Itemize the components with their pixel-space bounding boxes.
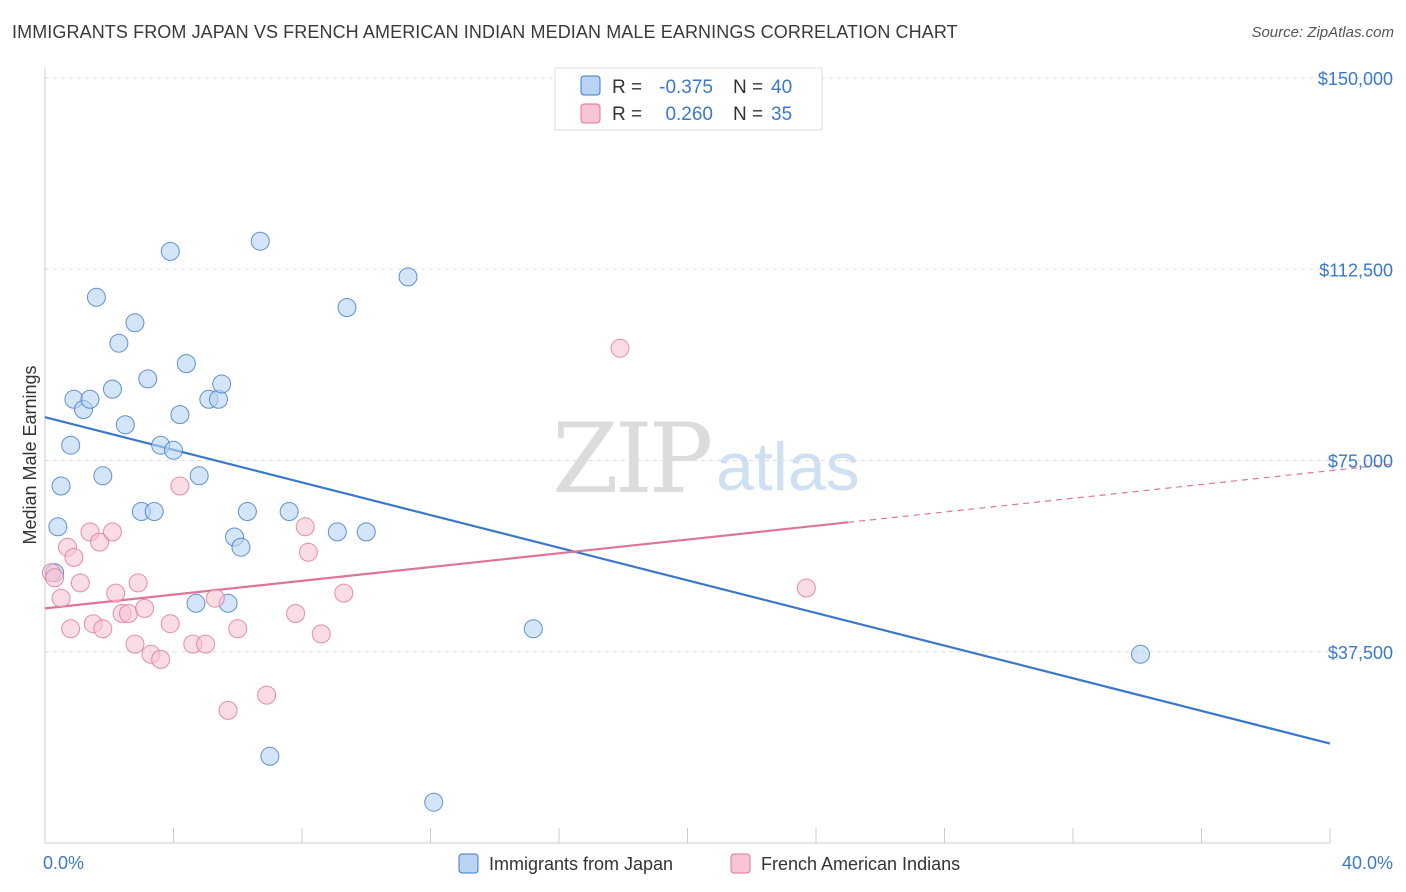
data-point-french-american-indians [796, 578, 816, 598]
y-tick-label: $112,500 [1319, 260, 1393, 280]
data-point-japan [337, 298, 357, 317]
data-point-japan [356, 522, 376, 542]
y-tick-label: $150,000 [1318, 69, 1393, 89]
data-point-french-american-indians [311, 624, 331, 644]
data-point-french-american-indians [102, 522, 122, 542]
series-legend-swatch-japan [458, 853, 479, 874]
data-point-japan [176, 354, 196, 374]
data-point-japan [398, 267, 418, 287]
legend-swatch-french-american-indians [580, 103, 601, 124]
legend-r-value-1: -0.375 [659, 77, 713, 98]
data-point-french-american-indians [228, 619, 248, 639]
series-legend: Immigrants from Japan French American In… [458, 853, 960, 874]
data-point-french-american-indians [196, 634, 216, 654]
data-point-french-american-indians [295, 517, 315, 537]
data-point-japan [260, 746, 280, 766]
data-point-japan [86, 287, 106, 307]
data-point-japan [109, 333, 129, 353]
data-point-french-american-indians [218, 700, 238, 720]
data-point-japan [231, 537, 251, 557]
data-point-french-american-indians [125, 634, 145, 654]
data-point-french-american-indians [64, 547, 84, 567]
y-tick-label: $37,500 [1328, 643, 1393, 663]
data-point-japan [250, 231, 270, 251]
legend-n-label-1: N = [733, 77, 763, 98]
data-point-french-american-indians [128, 573, 148, 593]
data-point-japan [115, 415, 135, 435]
data-point-french-american-indians [298, 542, 318, 562]
legend-r-label-2: R = [612, 104, 642, 125]
data-point-japan [237, 502, 257, 521]
data-point-japan [102, 379, 122, 399]
data-point-japan [160, 241, 180, 261]
data-point-japan [144, 502, 164, 521]
data-point-japan [125, 313, 145, 333]
axes [44, 68, 1331, 844]
legend-n-value-1: 40 [771, 77, 792, 98]
data-point-french-american-indians [51, 588, 71, 608]
data-point-french-american-indians [151, 649, 171, 669]
data-point-french-american-indians [610, 338, 630, 358]
data-point-french-american-indians [257, 685, 277, 705]
data-point-japan [164, 440, 183, 460]
series-legend-label-french-american-indians: French American Indians [761, 854, 960, 874]
data-point-french-american-indians [286, 604, 306, 623]
data-point-japan [189, 466, 209, 486]
data-point-japan [48, 517, 68, 537]
gridlines [45, 77, 1393, 653]
data-point-french-american-indians [119, 604, 139, 623]
data-point-japan [186, 593, 206, 613]
data-point-japan [93, 466, 113, 486]
data-point-french-american-indians [205, 588, 225, 608]
data-point-japan [424, 792, 444, 812]
data-point-french-american-indians [160, 614, 180, 634]
y-tick-label: $75,000 [1328, 452, 1393, 472]
data-point-japan [327, 522, 347, 542]
data-point-french-american-indians [334, 583, 354, 603]
data-point-japan [1130, 644, 1150, 664]
data-point-japan [138, 369, 158, 389]
watermark-atlas: atlas [716, 429, 860, 505]
data-point-japan [51, 476, 71, 496]
x-tick-label-max: 40.0% [1342, 853, 1393, 873]
watermark-zip: ZIP [552, 403, 711, 515]
stats-legend: R = -0.375 N = 40 R = 0.260 N = 35 [554, 67, 823, 131]
data-point-japan [523, 619, 543, 639]
trend-lines [44, 416, 1394, 745]
data-point-japan [170, 405, 190, 425]
legend-r-value-2: 0.260 [665, 104, 713, 125]
data-point-japan [279, 502, 299, 521]
data-point-french-american-indians [70, 573, 90, 593]
data-point-japan [80, 389, 100, 409]
data-point-japan [212, 374, 232, 394]
data-point-french-american-indians [170, 476, 190, 496]
legend-n-label-2: N = [733, 104, 763, 125]
data-point-japan [208, 389, 228, 409]
legend-r-label-1: R = [612, 77, 642, 98]
data-point-french-american-indians [106, 583, 126, 603]
chart-title: IMMIGRANTS FROM JAPAN VS FRENCH AMERICAN… [12, 22, 958, 42]
trend-line-french-american-indians-extension [848, 463, 1394, 523]
data-point-french-american-indians [61, 619, 81, 639]
data-points [41, 231, 1150, 812]
data-point-french-american-indians [93, 619, 113, 639]
data-point-french-american-indians [45, 568, 65, 588]
series-legend-swatch-french-american-indians [730, 853, 751, 874]
data-point-french-american-indians [135, 598, 155, 618]
legend-n-value-2: 35 [771, 104, 792, 125]
data-point-japan [61, 435, 81, 455]
series-legend-label-japan: Immigrants from Japan [489, 854, 673, 874]
trend-line-french-american-indians [44, 521, 849, 610]
legend-swatch-japan [580, 75, 601, 96]
data-point-french-american-indians [90, 532, 110, 552]
x-tick-label-min: 0.0% [43, 853, 84, 873]
source-credit: Source: ZipAtlas.com [1251, 24, 1394, 41]
trend-line-japan [44, 416, 1331, 745]
y-axis-label: Median Male Earnings [20, 365, 40, 544]
